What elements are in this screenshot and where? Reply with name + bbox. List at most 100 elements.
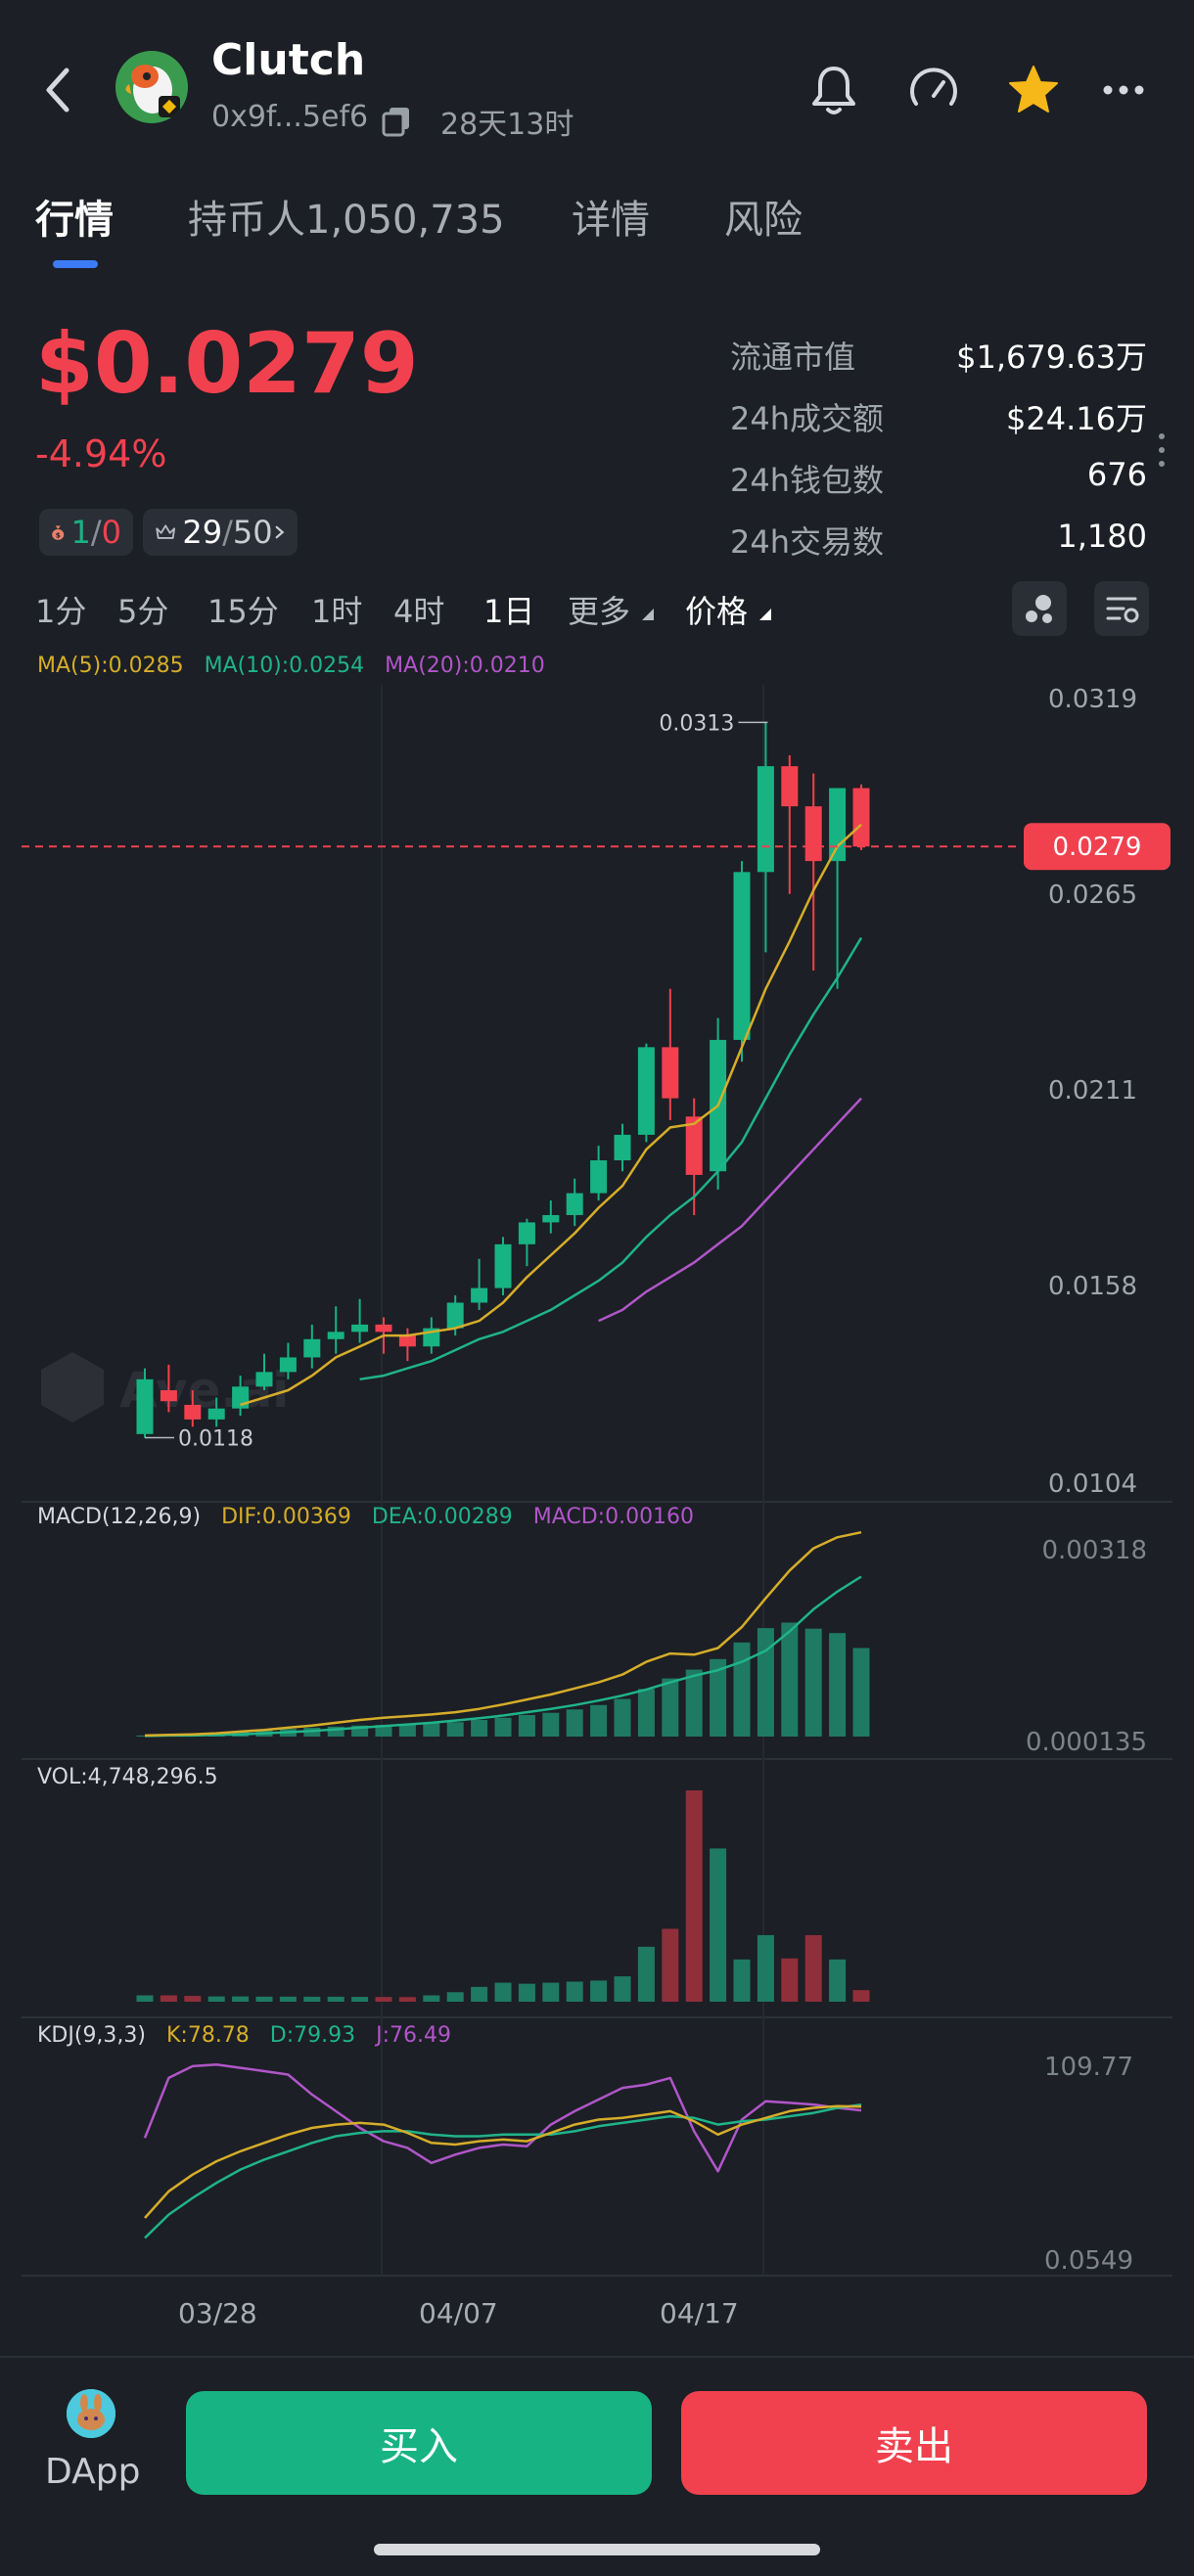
- more-button[interactable]: [1094, 61, 1153, 119]
- timeframe-5m[interactable]: 5分: [117, 593, 169, 630]
- high-price-label: 0.0313: [659, 711, 734, 736]
- back-button[interactable]: [35, 55, 84, 123]
- macd-dea-line: [144, 1575, 862, 1738]
- tab-risk[interactable]: 风险: [724, 198, 803, 243]
- price-axis-tick-1: 0.0265: [1048, 881, 1137, 910]
- badge-holders-separator: /: [222, 514, 233, 551]
- token-title: Clutch: [211, 35, 366, 85]
- macd-bar: [542, 1712, 560, 1737]
- token-avatar: [115, 51, 188, 123]
- timeframe-4h[interactable]: 4时: [393, 593, 445, 630]
- timeframe-1d[interactable]: 1日: [483, 593, 535, 630]
- volume-bar: [351, 1997, 369, 2002]
- macd-bar: [637, 1689, 655, 1737]
- star-icon: [1009, 66, 1058, 113]
- candle-body: [184, 1404, 202, 1420]
- macd-bar: [757, 1628, 774, 1737]
- favorite-button[interactable]: [1004, 61, 1063, 119]
- price-mode-label: 价格: [685, 593, 749, 630]
- ma20-line: [598, 1097, 862, 1323]
- candle-body: [804, 806, 822, 862]
- candle-body: [279, 1357, 297, 1373]
- volume-bar: [375, 1997, 392, 2002]
- volume-bar: [446, 1992, 464, 2002]
- tab-holders[interactable]: 持币人1,050,735: [188, 198, 505, 243]
- badge-holders-count: 29: [182, 514, 223, 551]
- volume-bar: [255, 1996, 273, 2002]
- macd-bar: [733, 1642, 751, 1737]
- volume-bar: [184, 1996, 202, 2002]
- macd-bar: [781, 1622, 799, 1737]
- stat-label-trades: 24h交易数: [730, 523, 885, 561]
- volume-bar: [279, 1996, 297, 2002]
- stat-value-volume: $24.16万: [1006, 400, 1147, 437]
- volume-bar: [662, 1928, 679, 2002]
- candle-body: [781, 766, 799, 807]
- volume-bar: [733, 1959, 751, 2002]
- price-axis-tick-2: 0.0211: [1048, 1076, 1137, 1106]
- macd-bar: [494, 1717, 512, 1737]
- macd-bar: [852, 1648, 870, 1737]
- date-tick-0: 03/28: [178, 2297, 257, 2329]
- candle-body: [255, 1372, 273, 1387]
- bubbles-icon: [1026, 595, 1052, 623]
- volume-bar: [781, 1958, 799, 2002]
- tab-market[interactable]: 行情: [35, 198, 114, 243]
- price-mode-dropdown[interactable]: 价格: [685, 587, 773, 632]
- candle-body: [398, 1335, 416, 1347]
- candle-body: [662, 1047, 679, 1099]
- candle-body: [207, 1408, 225, 1420]
- macd-bar: [446, 1722, 464, 1737]
- dapp-icon[interactable]: [67, 2389, 115, 2438]
- top-holders-badge[interactable]: 29 / 50: [143, 509, 298, 556]
- timeframe-1h[interactable]: 1时: [311, 593, 363, 630]
- gauge-button[interactable]: [904, 61, 963, 119]
- bell-button[interactable]: [804, 61, 863, 119]
- volume-bar: [303, 1996, 321, 2002]
- volume-bar: [136, 1995, 154, 2002]
- sell-button[interactable]: 卖出: [681, 2391, 1147, 2495]
- low-price-label: 0.0118: [178, 1427, 253, 1452]
- ma10-line: [359, 936, 863, 1381]
- ma-legend: MA(5):0.0285 MA(10):0.0254 MA(20):0.0210: [37, 654, 545, 678]
- candle-body: [375, 1324, 392, 1333]
- macd-bar: [351, 1725, 369, 1737]
- macd-bar: [590, 1704, 608, 1737]
- timeframe-more-dropdown[interactable]: 更多: [568, 587, 656, 632]
- macd-dea-legend: DEA:0.00289: [371, 1505, 513, 1529]
- tab-details[interactable]: 详情: [572, 198, 650, 243]
- timeframe-15m[interactable]: 15分: [207, 593, 279, 630]
- volume-bar: [829, 1959, 847, 2002]
- candle-body: [542, 1214, 560, 1223]
- bunny-icon: [67, 2389, 115, 2438]
- copy-icon[interactable]: [380, 104, 413, 137]
- badge-ratio-down: 0: [101, 514, 121, 551]
- token-age: 28天13时: [440, 108, 574, 142]
- current-price-tag: [1024, 823, 1171, 871]
- volume-bar: [160, 1995, 177, 2002]
- kdj-j-line: [143, 2062, 862, 2173]
- macd-bar: [566, 1709, 583, 1737]
- volume-bar: [852, 1990, 870, 2002]
- parrot-logo-icon: [115, 51, 188, 123]
- date-tick-1: 04/07: [419, 2297, 498, 2329]
- dapp-label[interactable]: DApp: [45, 2452, 141, 2492]
- macd-bar: [471, 1720, 488, 1737]
- kline-chart[interactable]: Ave.ai 0.0279 0.0313 0.0118: [0, 0, 1194, 2348]
- buy-button[interactable]: 买入: [186, 2391, 652, 2495]
- volume-bar: [423, 1995, 440, 2002]
- trade-ratio-badge[interactable]: $ 1 / 0: [39, 509, 133, 556]
- timeframe-1m[interactable]: 1分: [35, 593, 87, 630]
- home-indicator: [374, 2544, 820, 2555]
- stat-label-market-cap: 流通市值: [730, 339, 856, 376]
- chart-settings-button[interactable]: [1094, 581, 1149, 636]
- macd-dif-legend: DIF:0.00369: [221, 1505, 351, 1529]
- stat-value-wallets: 676: [1086, 456, 1147, 493]
- volume-bar: [590, 1980, 608, 2002]
- macd-bar: [662, 1678, 679, 1737]
- kdj-k-legend: K:78.78: [165, 2023, 250, 2048]
- indicator-tool-button[interactable]: [1012, 581, 1067, 636]
- macd-bar: [518, 1714, 535, 1737]
- timeframe-more-label: 更多: [568, 593, 631, 630]
- more-vertical-icon[interactable]: [1157, 430, 1167, 470]
